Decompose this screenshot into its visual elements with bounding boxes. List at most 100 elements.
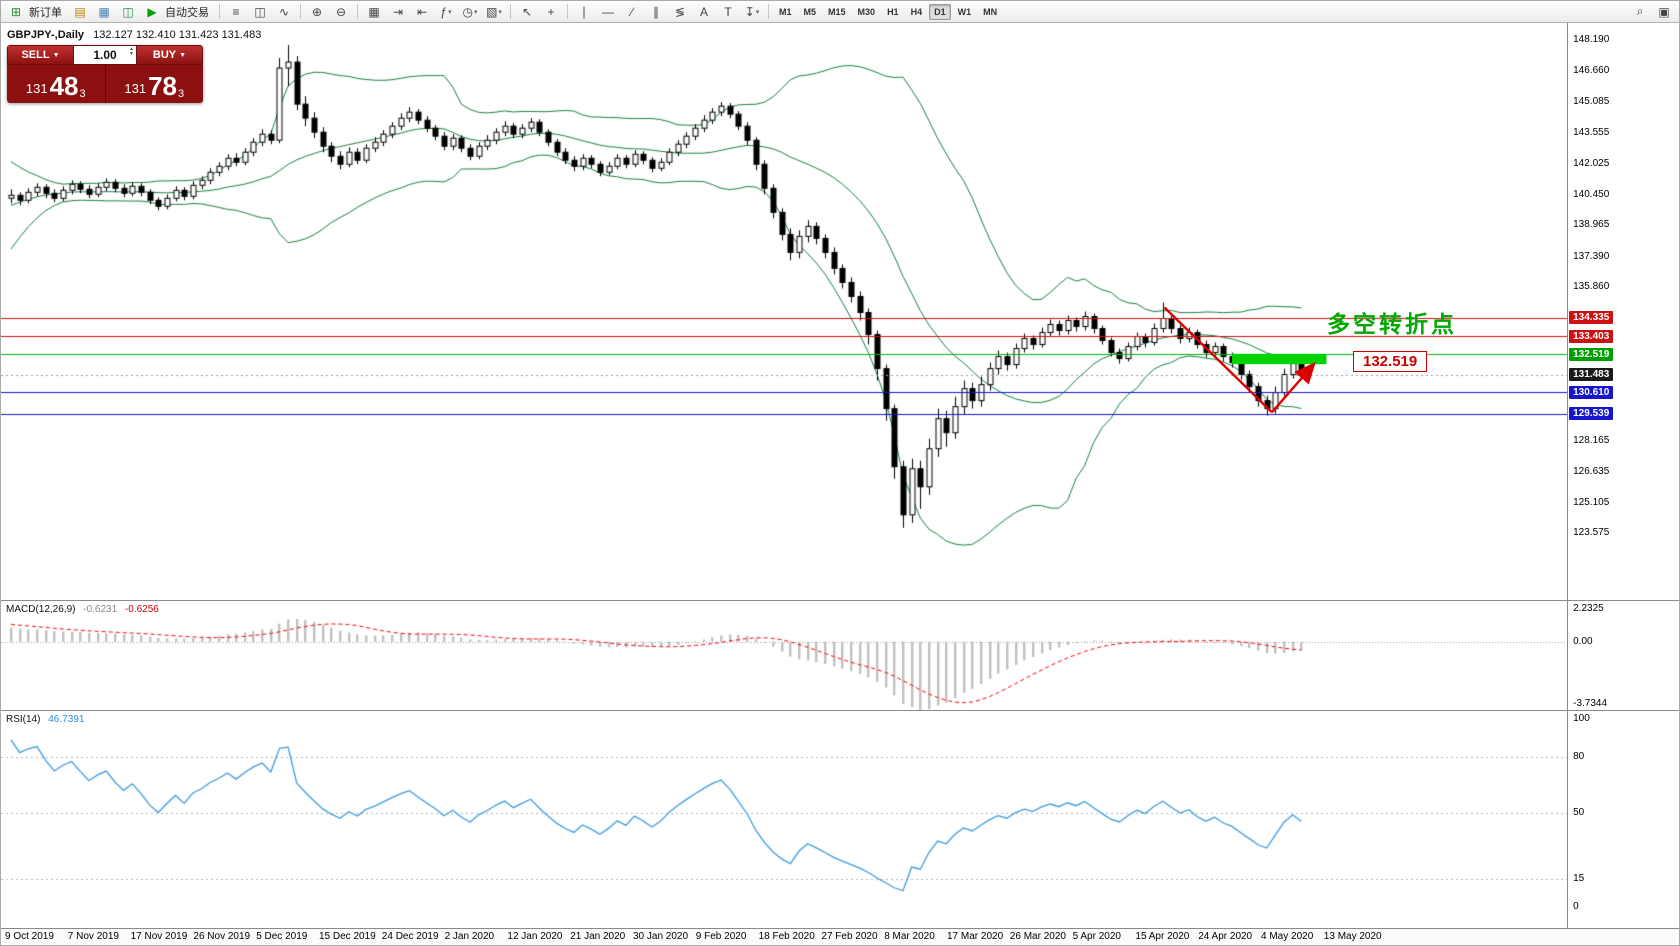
volume-stepper[interactable]: ▲ ▼ xyxy=(129,46,134,57)
rsi-header: RSI(14) 46.7391 xyxy=(6,714,84,725)
rsi-canvas[interactable] xyxy=(1,711,1568,928)
bar-chart-icon[interactable]: ≡ xyxy=(232,4,240,19)
buy-dropdown-icon[interactable]: ▼ xyxy=(179,51,187,59)
auto-scroll-icon[interactable]: ⇥ xyxy=(392,4,404,19)
price-tick: 137.390 xyxy=(1573,250,1610,262)
zoom-out-icon[interactable]: ⊖ xyxy=(335,4,347,19)
date-label: 7 Nov 2019 xyxy=(67,931,119,942)
tile-windows-icon[interactable]: ▦ xyxy=(368,4,380,19)
sell-price-prefix: 131 xyxy=(25,81,48,96)
volume-field[interactable]: 1.00 ▲ ▼ xyxy=(74,45,136,65)
autotrade-label[interactable]: 自动交易 xyxy=(165,6,209,19)
new-order-label[interactable]: 新订单 xyxy=(29,6,62,19)
timeframe-h1[interactable]: H1 xyxy=(887,6,899,17)
date-label: 21 Jan 2020 xyxy=(570,931,626,942)
zone-price-label[interactable]: 132.519 xyxy=(1353,351,1428,372)
macd-label: MACD(12,26,9) xyxy=(6,604,76,615)
date-label: 27 Feb 2020 xyxy=(821,931,878,942)
indicators-icon[interactable]: ƒ ▾ xyxy=(440,4,452,19)
arrows-icon-caret[interactable]: ▾ xyxy=(755,8,760,16)
buy-price-point: 3 xyxy=(178,88,185,100)
periods-icon-caret[interactable]: ▾ xyxy=(473,8,478,16)
autotrade-icon[interactable]: ▶ xyxy=(147,4,157,19)
crosshair-icon[interactable]: + xyxy=(547,4,555,19)
new-order-icon[interactable]: ⊞ xyxy=(10,4,22,19)
rsi-scale[interactable]: 100 80 50 15 0 xyxy=(1567,711,1679,928)
text-icon[interactable]: A xyxy=(699,4,708,19)
rsi-value: 46.7391 xyxy=(48,714,85,725)
templates-icon[interactable]: ▧ ▾ xyxy=(486,4,502,19)
macd-tick: 0.00 xyxy=(1573,635,1593,647)
symbol-ohlc: 132.127 132.410 131.423 131.483 xyxy=(93,29,262,41)
toolbar-separator xyxy=(300,4,301,19)
date-label: 13 May 2020 xyxy=(1323,931,1382,942)
buy-price[interactable]: 131 78 3 xyxy=(106,65,204,103)
macd-scale[interactable]: 2.2325 0.00 -3.7344 xyxy=(1567,601,1679,710)
date-label: 8 Mar 2020 xyxy=(884,931,935,942)
price-chart-area[interactable]: GBPJPY-,Daily 132.127 132.410 131.423 13… xyxy=(1,23,1568,600)
label-icon[interactable]: T xyxy=(724,4,732,19)
date-label: 15 Apr 2020 xyxy=(1135,931,1190,942)
toolbar-separator xyxy=(510,4,511,19)
timeframe-m1[interactable]: M1 xyxy=(779,6,792,17)
cursor-icon[interactable]: ↖ xyxy=(521,4,533,19)
line-chart-icon[interactable]: ∿ xyxy=(278,4,290,19)
price-tick: 135.860 xyxy=(1573,281,1610,293)
arrows-icon[interactable]: ↧ ▾ xyxy=(744,4,760,19)
periods-icon[interactable]: ◷ ▾ xyxy=(462,4,478,19)
navigator-icon[interactable]: ◫ xyxy=(122,4,134,19)
price-badge: 133.403 xyxy=(1569,329,1614,343)
price-badge: 132.519 xyxy=(1569,347,1614,361)
macd-canvas[interactable] xyxy=(1,601,1568,710)
date-label: 24 Dec 2019 xyxy=(381,931,439,942)
trade-panel-prices: 131 48 3 131 78 3 xyxy=(7,65,203,103)
price-scale[interactable]: 148.190 146.660 145.085 143.555 142.025 140.4… xyxy=(1567,23,1679,600)
sell-dropdown-icon[interactable]: ▼ xyxy=(52,51,60,59)
buy-button[interactable]: BUY ▼ xyxy=(136,45,203,65)
indicators-icon-caret[interactable]: ▾ xyxy=(448,8,452,16)
chart-shift-icon[interactable]: ⇤ xyxy=(416,4,428,19)
layout-icon[interactable]: ▣ xyxy=(1658,4,1670,19)
price-tick: 140.450 xyxy=(1573,189,1610,201)
macd-signal-value: -0.6256 xyxy=(124,604,159,615)
rsi-chart-area[interactable]: RSI(14) 46.7391 xyxy=(1,711,1568,928)
sell-price[interactable]: 131 48 3 xyxy=(7,65,106,103)
timeframe-m15[interactable]: M15 xyxy=(828,6,846,17)
timeframe-d1[interactable]: D1 xyxy=(929,3,951,20)
timeframe-m5[interactable]: M5 xyxy=(803,6,817,17)
rsi-tick: 0 xyxy=(1573,901,1579,912)
search-icon[interactable]: ⌕ xyxy=(1636,4,1644,18)
timeframe-h4[interactable]: H4 xyxy=(910,6,923,17)
data-window-icon[interactable]: ▦ xyxy=(98,4,110,19)
macd-tick: 2.2325 xyxy=(1573,603,1604,614)
date-label: 9 Oct 2019 xyxy=(5,931,54,942)
turning-point-annotation[interactable]: 多空转折点 xyxy=(1327,311,1457,337)
horizontal-line-icon[interactable]: ― xyxy=(602,4,614,19)
toolbar-separator xyxy=(768,4,769,19)
sell-button[interactable]: SELL ▼ xyxy=(7,45,74,65)
candlestick-chart-icon[interactable]: ◫ xyxy=(254,4,266,19)
price-tick: 128.165 xyxy=(1573,435,1610,447)
vertical-line-icon[interactable]: ∣ xyxy=(581,4,587,19)
price-badge: 134.335 xyxy=(1569,311,1614,325)
rsi-panel-row: RSI(14) 46.7391 100 80 50 15 0 xyxy=(1,711,1679,929)
toolbar-group-right: ⌕ ▣ xyxy=(1629,2,1675,21)
time-axis[interactable]: 9 Oct 2019 7 Nov 2019 17 Nov 2019 26 Nov 20… xyxy=(1,929,1679,945)
timeframe-m30[interactable]: M30 xyxy=(857,6,876,17)
channel-icon[interactable]: ∥ xyxy=(653,4,659,19)
one-click-trading-panel: SELL ▼ 1.00 ▲ ▼ BUY ▼ 131 48 xyxy=(7,45,203,103)
buy-price-pips: 78 xyxy=(148,71,177,101)
fibonacci-icon[interactable]: ≶ xyxy=(674,4,686,19)
macd-header: MACD(12,26,9) -0.6231 -0.6256 xyxy=(6,604,159,615)
date-label: 2 Jan 2020 xyxy=(444,931,495,942)
timeframe-w1[interactable]: W1 xyxy=(957,6,972,17)
trendline-icon[interactable]: ∕ xyxy=(630,4,633,19)
templates-icon-caret[interactable]: ▾ xyxy=(498,8,502,16)
rsi-tick: 80 xyxy=(1573,750,1585,762)
timeframe-mn[interactable]: MN xyxy=(983,6,998,17)
zoom-in-icon[interactable]: ⊕ xyxy=(311,4,323,19)
price-chart-canvas[interactable] xyxy=(1,23,1568,600)
price-tick: 125.105 xyxy=(1573,496,1610,508)
macd-chart-area[interactable]: MACD(12,26,9) -0.6231 -0.6256 xyxy=(1,601,1568,710)
market-watch-icon[interactable]: ▤ xyxy=(74,4,86,19)
